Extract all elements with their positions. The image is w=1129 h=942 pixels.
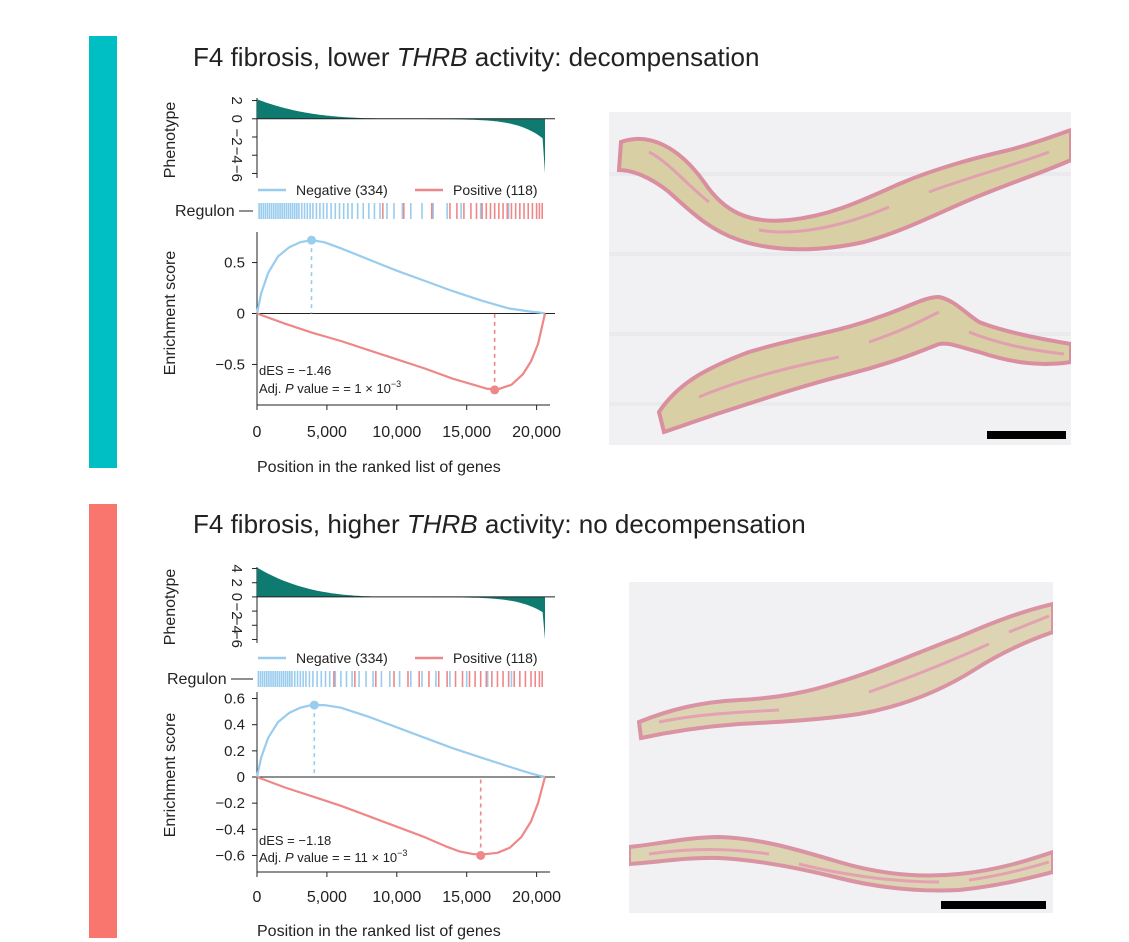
x-tick-label: 0 <box>253 424 262 441</box>
title-suffix: activity: decompensation <box>467 42 760 72</box>
phenotype-area <box>257 99 545 174</box>
es-series-line <box>256 312 547 390</box>
regulon-label: Regulon <box>175 203 235 220</box>
phenotype-tick-label: 2 <box>228 96 245 104</box>
pvalue-stat: Adj. P value = = 1 × 10−3 <box>259 379 401 396</box>
panel-title-top: F4 fibrosis, lower THRB activity: decomp… <box>193 42 759 73</box>
phenotype-axis-label: Phenotype <box>162 102 179 179</box>
title-prefix: F4 fibrosis, lower <box>193 42 397 72</box>
es-series-line <box>256 775 547 856</box>
phenotype-tick-label: −6 <box>228 165 245 182</box>
es-y-tick-label: 0 <box>237 306 245 323</box>
es-y-tick-label: −0.5 <box>215 356 245 373</box>
x-tick-label: 20,000 <box>512 424 561 441</box>
legend-label: Negative (334) <box>296 650 388 666</box>
es-y-tick-label: 0.5 <box>224 255 245 272</box>
gsea-chart-bottom: 4 2 0 −2−4−6 Phenotype Negative (334) Positive… <box>162 564 561 940</box>
es-y-tick-label: 0.6 <box>224 691 245 708</box>
es-axis-label: Enrichment score <box>162 251 179 376</box>
x-tick-label: 10,000 <box>372 889 421 906</box>
gsea-chart-top: 2 0 −2 −4−6 Phenotype Negative (334) Positive … <box>162 96 561 476</box>
regulon-label: Regulon <box>167 671 227 688</box>
x-axis-label: Position in the ranked list of genes <box>257 459 501 476</box>
es-y-tick-label: −0.4 <box>215 821 245 838</box>
histology-image-bottom <box>629 582 1053 913</box>
es-y-tick-label: −0.2 <box>215 795 245 812</box>
title-prefix: F4 fibrosis, higher <box>193 509 407 539</box>
phenotype-axis-label: Phenotype <box>162 569 179 646</box>
x-tick-label: 5,000 <box>307 424 347 441</box>
title-gene: THRB <box>406 509 478 539</box>
phenotype-tick-label: −2 <box>228 603 245 620</box>
es-y-tick-label: 0.4 <box>224 717 245 734</box>
es-series-line <box>255 704 546 779</box>
panel-title-bottom: F4 fibrosis, higher THRB activity: no de… <box>193 509 806 540</box>
phenotype-tick-label: 2 <box>228 579 245 587</box>
phenotype-tick-label: 0 <box>228 593 245 601</box>
x-tick-label: 10,000 <box>372 424 421 441</box>
phenotype-tick-label: −6 <box>228 631 245 648</box>
legend-label: Positive (118) <box>453 182 538 198</box>
x-tick-label: 5,000 <box>307 889 347 906</box>
es-y-tick-label: 0.2 <box>224 743 245 760</box>
es-axis-label: Enrichment score <box>162 713 179 838</box>
panel-color-bar-bottom <box>89 504 117 938</box>
es-series-line <box>255 239 546 315</box>
phenotype-tick-label: 0 <box>228 115 245 123</box>
peak-marker <box>309 700 319 710</box>
phenotype-tick-label: −4 <box>228 147 245 164</box>
phenotype-tick-label: 4 <box>228 564 245 572</box>
peak-marker <box>490 385 500 395</box>
legend-label: Negative (334) <box>296 182 388 198</box>
panel-color-bar-top <box>89 36 117 468</box>
peak-marker <box>307 235 317 245</box>
x-axis-label: Position in the ranked list of genes <box>257 923 501 940</box>
des-stat: dES = −1.46 <box>259 363 331 378</box>
x-tick-label: 0 <box>253 889 262 906</box>
peak-marker <box>476 850 486 860</box>
legend-label: Positive (118) <box>453 650 538 666</box>
x-tick-label: 15,000 <box>442 424 491 441</box>
phenotype-area <box>257 567 545 640</box>
pvalue-stat: Adj. P value = = 11 × 10−3 <box>259 848 407 865</box>
es-y-tick-label: −0.6 <box>215 847 245 864</box>
phenotype-tick-label: −2 <box>228 128 245 145</box>
x-tick-label: 20,000 <box>512 889 561 906</box>
es-y-tick-label: 0 <box>237 769 245 786</box>
phenotype-tick-label: −4 <box>228 617 245 634</box>
title-gene: THRB <box>396 42 468 72</box>
title-suffix: activity: no decompensation <box>477 509 806 539</box>
histology-image-top <box>609 112 1071 445</box>
des-stat: dES = −1.18 <box>259 833 331 848</box>
x-tick-label: 15,000 <box>442 889 491 906</box>
